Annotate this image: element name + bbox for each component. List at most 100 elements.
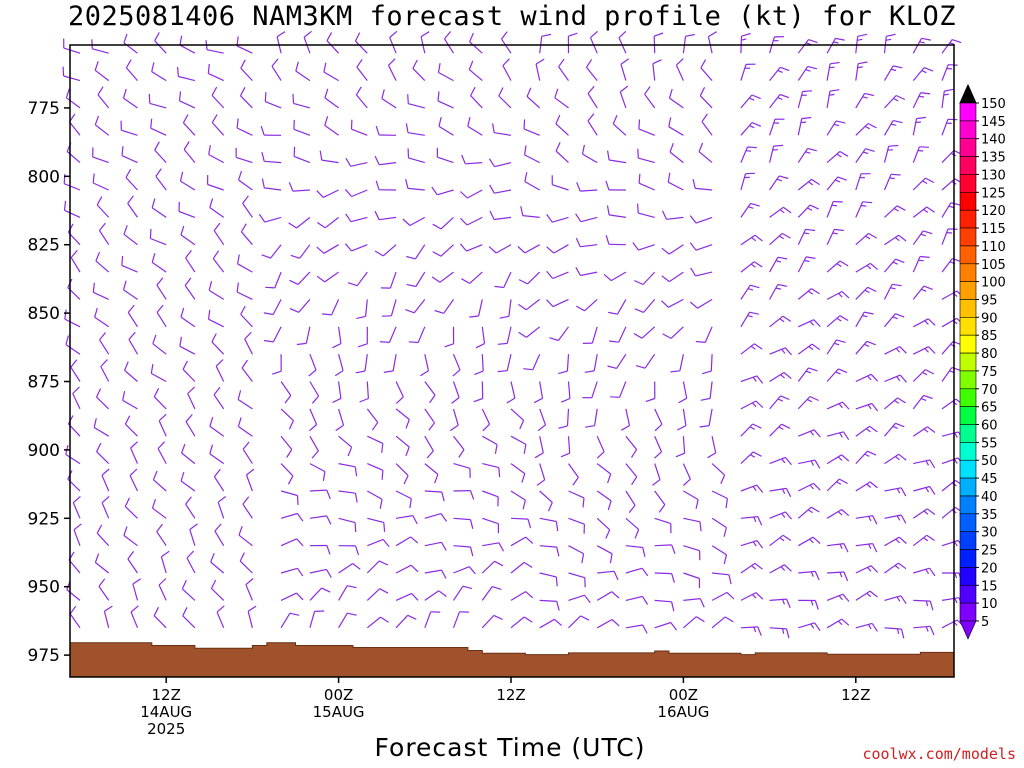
wind-barb (596, 545, 613, 564)
wind-barb (912, 285, 933, 300)
wind-barb (451, 381, 460, 404)
wind-barb (798, 622, 821, 631)
wind-barb (396, 515, 418, 525)
wind-barb (634, 299, 656, 313)
wind-barb (101, 495, 110, 519)
wind-barb (855, 122, 877, 136)
wind-barb (407, 94, 425, 109)
wind-barb (695, 326, 713, 343)
wind-barb (510, 561, 533, 574)
colorbar-label: 15 (981, 579, 998, 594)
wind-barb (798, 599, 819, 610)
wind-barb (261, 151, 282, 164)
wind-barb (913, 599, 934, 611)
wind-barb (769, 206, 792, 218)
wind-barb (280, 408, 294, 430)
wind-barb (309, 587, 331, 601)
wind-barb (535, 58, 545, 81)
wind-barb (374, 244, 397, 257)
wind-barb (210, 552, 225, 574)
wind-barb (207, 309, 224, 328)
wind-barb (132, 578, 142, 601)
wind-barb (481, 586, 502, 601)
wind-barb (332, 326, 342, 349)
wind-barb (707, 436, 717, 459)
wind-barb (826, 120, 846, 136)
wind-barb (883, 144, 899, 163)
colorbar-cell (959, 388, 977, 407)
wind-barb (127, 551, 138, 574)
wind-barb (489, 210, 512, 221)
wind-barb (238, 525, 253, 547)
wind-barb (488, 244, 512, 254)
wind-barb (537, 408, 547, 432)
wind-barb (406, 244, 426, 260)
wind-barb (66, 142, 81, 164)
wind-barb (826, 228, 844, 245)
wind-barb (533, 381, 544, 404)
wind-barbs-layer (62, 30, 965, 639)
colorbar-cell (959, 406, 977, 425)
wind-barb (826, 290, 850, 300)
wind-barb (769, 598, 791, 609)
wind-barb (405, 123, 425, 136)
wind-barb (699, 408, 713, 428)
wind-barb (610, 381, 627, 398)
wind-barb (453, 517, 474, 529)
wind-barb (214, 523, 225, 547)
wind-barb (585, 59, 598, 81)
wind-barb (263, 326, 282, 343)
wind-barb (826, 200, 843, 218)
wind-barb (618, 30, 627, 54)
wind-barb (437, 91, 454, 109)
wind-barb (395, 408, 410, 429)
colorbar-label: 30 (981, 526, 998, 541)
wind-barb (855, 340, 876, 355)
wind-barb (434, 299, 454, 314)
wind-barb (431, 186, 454, 196)
wind-barb (265, 271, 282, 289)
wind-barb (124, 415, 138, 437)
wind-barb (179, 336, 196, 355)
wind-barb (884, 234, 907, 246)
wind-barb (683, 598, 705, 608)
wind-barb (740, 146, 757, 163)
wind-barb (156, 304, 167, 328)
wind-barb (855, 515, 878, 525)
wind-barb (424, 381, 436, 404)
wind-barb (769, 347, 792, 356)
wind-barb (494, 271, 512, 289)
wind-barb (379, 326, 397, 343)
wind-barb (453, 566, 476, 575)
wind-barb (581, 144, 598, 164)
wind-barb (154, 141, 167, 164)
wind-barb (740, 202, 760, 218)
colorbar-cell (959, 192, 977, 211)
colorbar-cell (959, 281, 977, 300)
wind-barb (855, 590, 878, 601)
wind-barb (366, 588, 389, 601)
wind-barb (121, 255, 138, 273)
wind-barb (883, 173, 901, 191)
wind-barb (625, 624, 648, 634)
wind-barb (424, 408, 435, 431)
wind-barb (182, 114, 196, 136)
wind-barb (240, 59, 253, 82)
y-tick-label: 825 (28, 236, 60, 256)
wind-barb (855, 425, 878, 437)
wind-barb (884, 562, 907, 574)
wind-barb (96, 196, 110, 218)
wind-barb (582, 381, 598, 399)
wind-barb (207, 174, 224, 191)
wind-barb (497, 326, 512, 345)
wind-barb (366, 560, 389, 574)
wind-barb (389, 30, 398, 54)
wind-barb (93, 418, 110, 437)
wind-barb (607, 150, 626, 164)
wind-barb (212, 250, 225, 273)
wind-barb (740, 63, 756, 81)
colorbar-cell (959, 245, 977, 265)
colorbar-label: 110 (981, 240, 1006, 255)
wind-barb (180, 307, 196, 328)
wind-barb (912, 92, 931, 109)
